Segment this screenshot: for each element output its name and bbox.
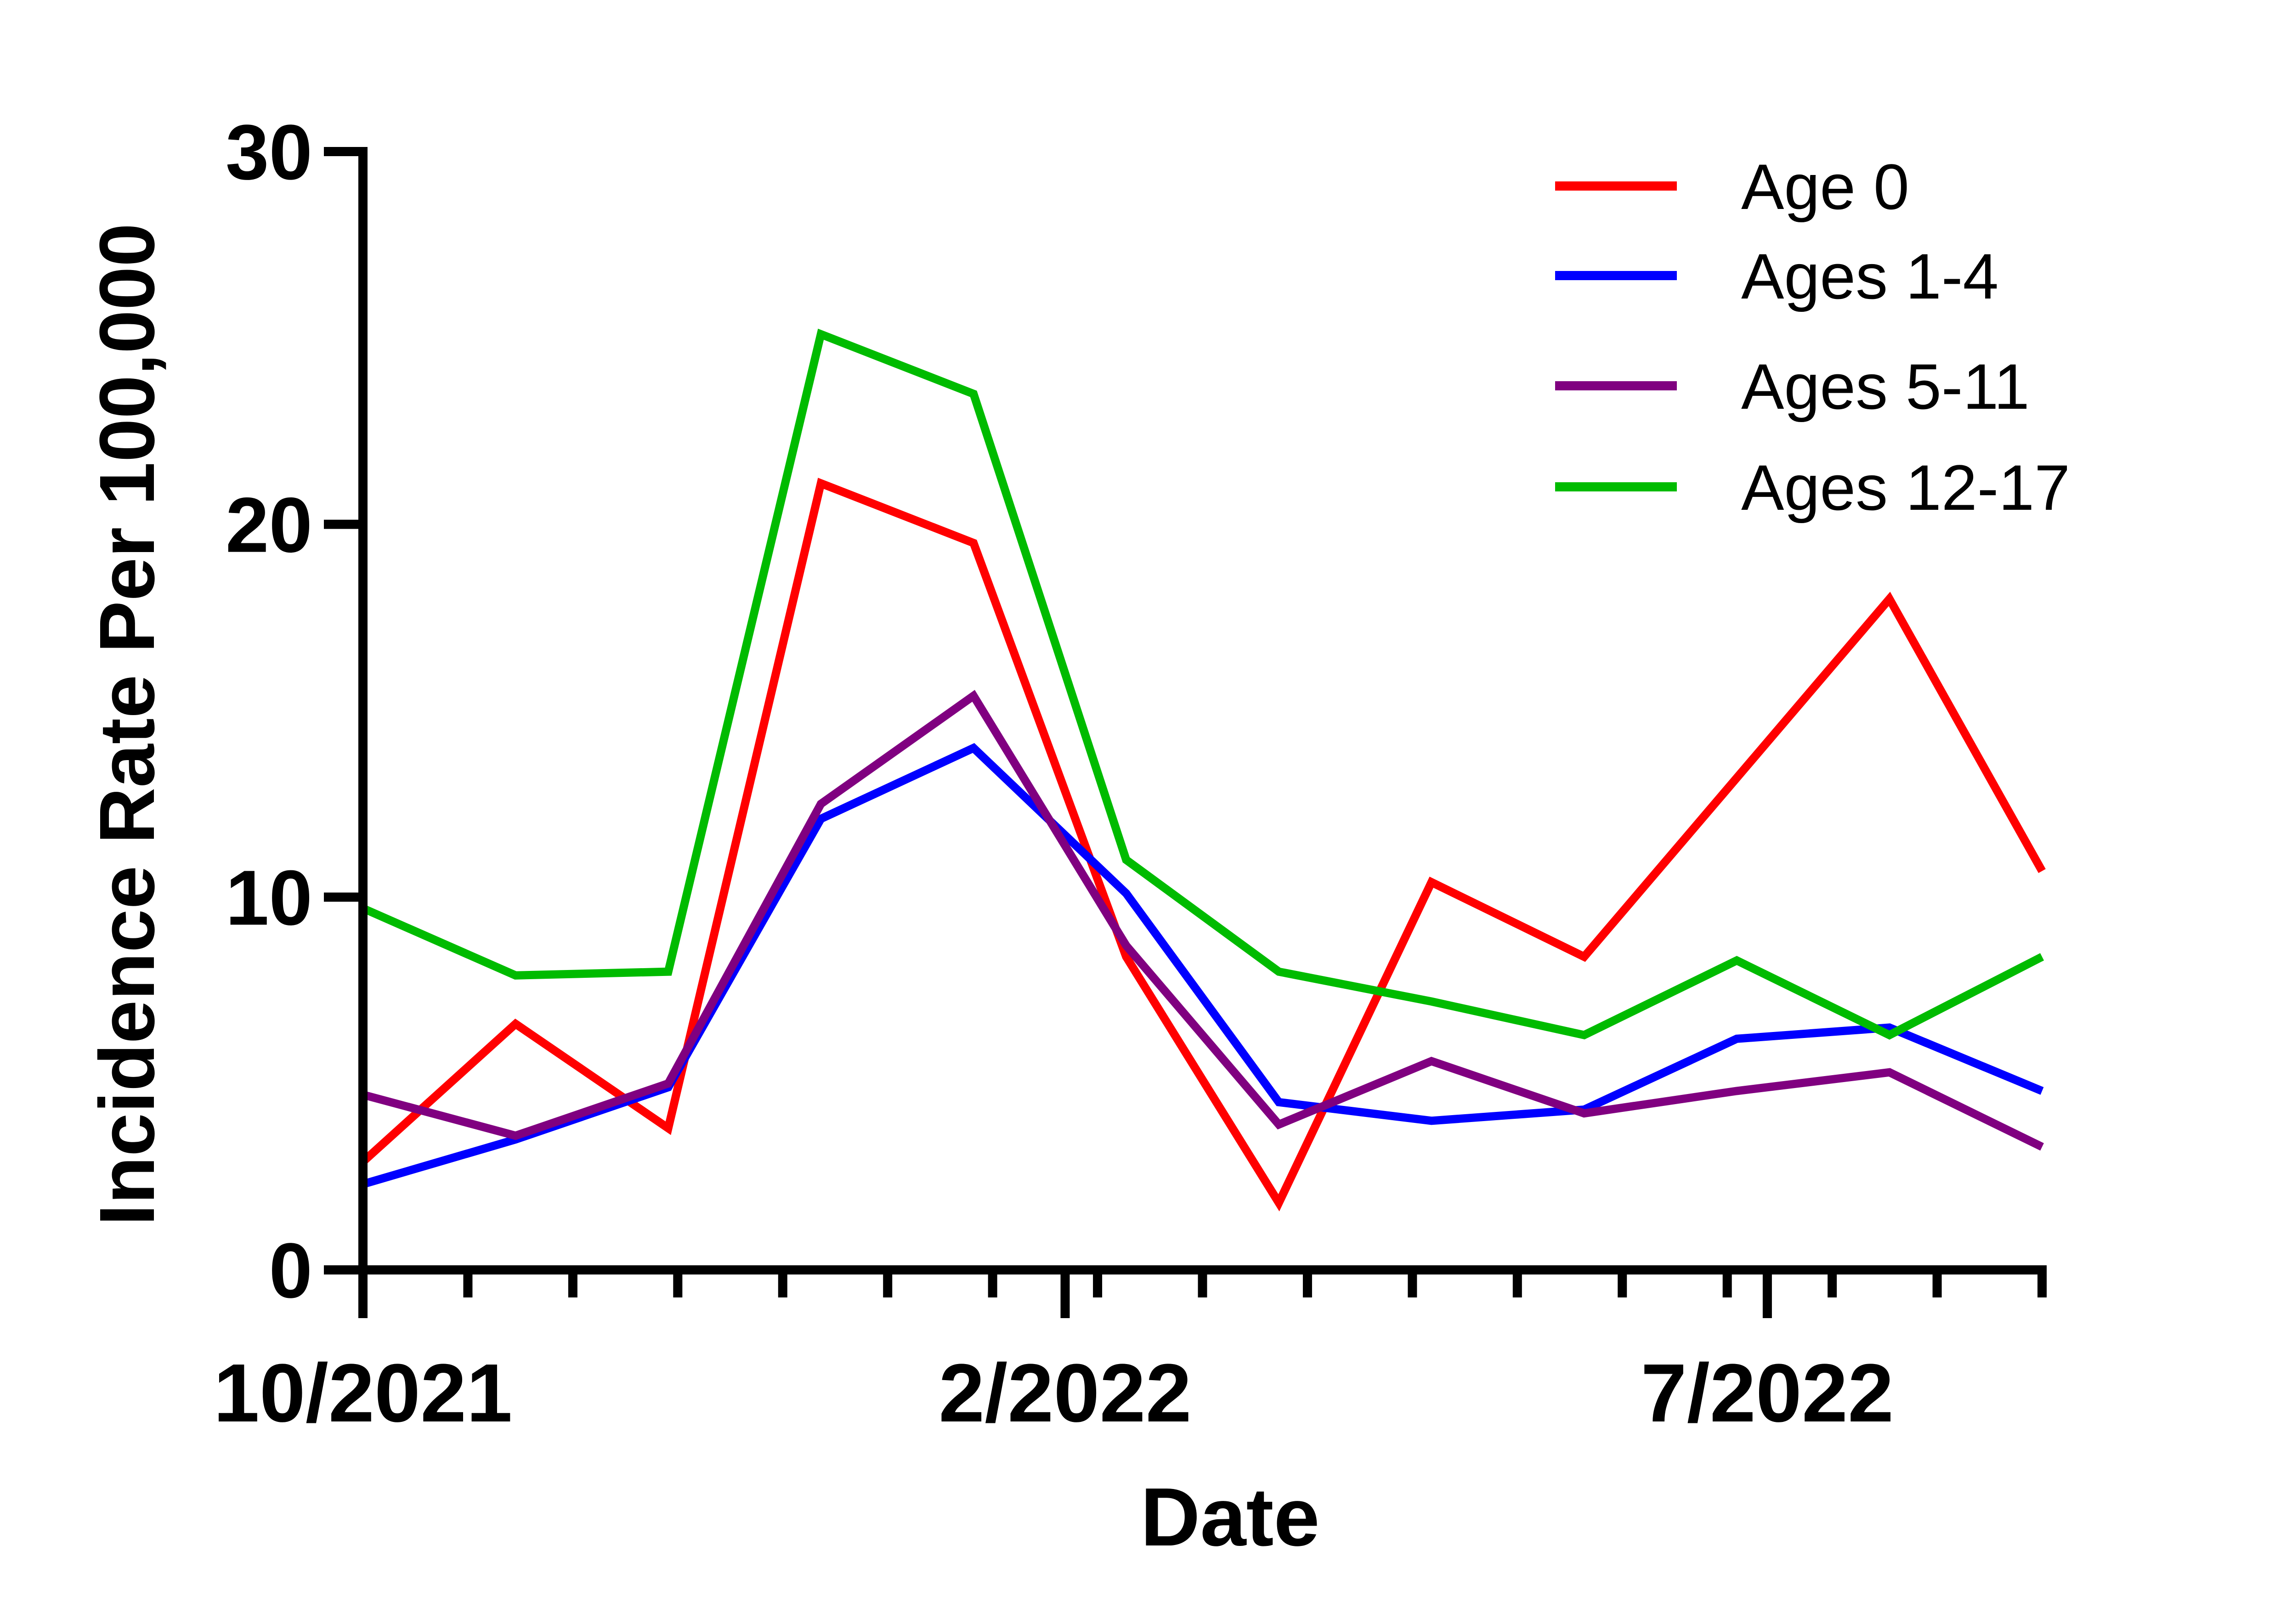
y-tick-label: 0 [269,1227,312,1314]
legend-label: Ages 5-11 [1741,350,2030,423]
x-tick-label: 2/2022 [939,1347,1192,1439]
y-tick-label: 10 [226,854,312,942]
series-line-1 [360,478,2046,1212]
legend-label: Ages 1-4 [1741,240,1998,312]
y-axis-title: Incidence Rate Per 100,000 [84,223,171,1226]
x-tick-label: 10/2021 [214,1347,513,1439]
legend-label: Ages 12-17 [1741,451,2070,524]
series-line-2 [362,743,2044,1188]
series-layer [360,328,2046,1212]
y-ticks: 0 10 20 30 [226,109,363,1314]
y-tick-label: 30 [226,109,312,196]
legend-label: Age 0 [1741,151,1909,223]
y-tick-label: 20 [226,482,312,569]
x-ticks: 10/2021 2/2022 7/2022 [214,1270,2047,1439]
x-tick-label: 7/2022 [1641,1347,1894,1439]
x-axis-title: Date [1140,1471,1319,1563]
series-line-3 [362,690,2044,1151]
series-line-4 [361,328,2044,1040]
legend: Age 0 Ages 1-4 Ages 5-11 Ages 12-17 [1555,151,2070,524]
